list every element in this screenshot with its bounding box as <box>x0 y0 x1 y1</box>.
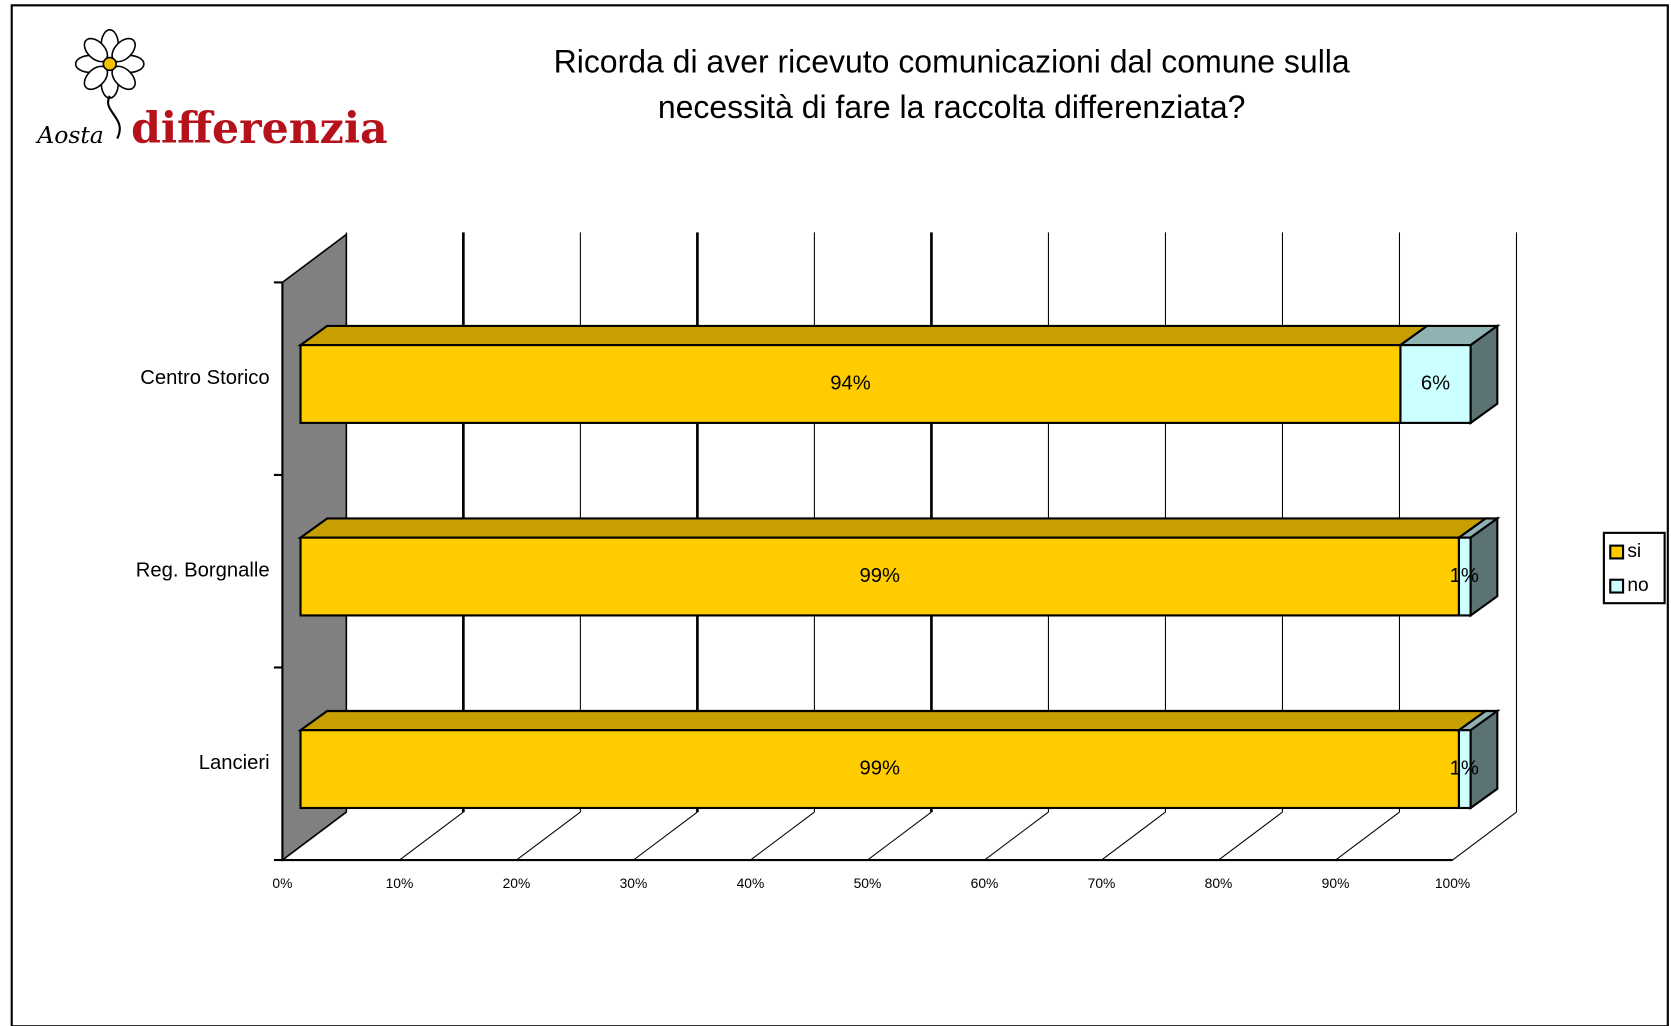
chart-title: Ricorda di aver ricevuto comunicazioni d… <box>554 43 1350 79</box>
legend-label: si <box>1627 541 1641 562</box>
bar-top <box>297 324 1431 347</box>
bar <box>299 729 1461 810</box>
legend-swatch <box>1609 544 1625 560</box>
bar-top <box>297 517 1489 539</box>
value-label: 99% <box>859 565 900 587</box>
frame <box>10 4 1669 1026</box>
x-tick-label: 30% <box>620 875 648 891</box>
floor-line <box>516 811 581 861</box>
floor-line <box>633 811 698 861</box>
floor-line <box>399 811 464 861</box>
chart-title: necessità di fare la raccolta differenzi… <box>658 89 1246 125</box>
floor-line <box>984 811 1049 861</box>
x-tick-label: 80% <box>1205 875 1233 891</box>
x-tick-label: 60% <box>971 875 999 891</box>
value-label: 6% <box>1421 372 1450 394</box>
floor-line <box>282 811 347 861</box>
x-tick-label: 50% <box>854 875 882 891</box>
floor-line <box>1452 811 1517 861</box>
x-tick-label: 0% <box>272 875 292 891</box>
value-label: 1% <box>1450 757 1479 779</box>
logo: Aosta differenzia <box>35 29 388 154</box>
y-tick-label: Lancieri <box>199 752 270 774</box>
floor-line <box>1335 811 1400 861</box>
x-tick-label: 70% <box>1088 875 1116 891</box>
bar <box>299 536 1461 617</box>
floor-line <box>750 811 815 861</box>
x-tick-label: 90% <box>1322 875 1350 891</box>
bar-side <box>1469 708 1499 811</box>
bar-side <box>1469 516 1499 618</box>
bar-side <box>1469 323 1499 425</box>
value-label: 99% <box>859 757 900 779</box>
legend-label: no <box>1627 575 1648 596</box>
value-label: 1% <box>1450 565 1479 587</box>
logo-text: Aosta <box>35 121 103 149</box>
y-tick-label: Reg. Borgnalle <box>136 560 270 582</box>
x-tick-label: 40% <box>737 875 765 891</box>
floor-line <box>1101 811 1166 861</box>
bar <box>1399 344 1472 424</box>
floor-line <box>867 811 932 861</box>
bar <box>299 344 1402 424</box>
logo-text: differenzia <box>131 104 388 154</box>
bar-top <box>297 709 1489 732</box>
x-tick-label: 10% <box>386 875 414 891</box>
x-tick-label: 20% <box>503 875 531 891</box>
x-tick-label: 100% <box>1435 875 1470 891</box>
value-label: 94% <box>830 372 871 394</box>
y-tick-label: Centro Storico <box>140 367 269 389</box>
floor-line <box>1218 811 1283 861</box>
legend-swatch <box>1609 578 1625 594</box>
